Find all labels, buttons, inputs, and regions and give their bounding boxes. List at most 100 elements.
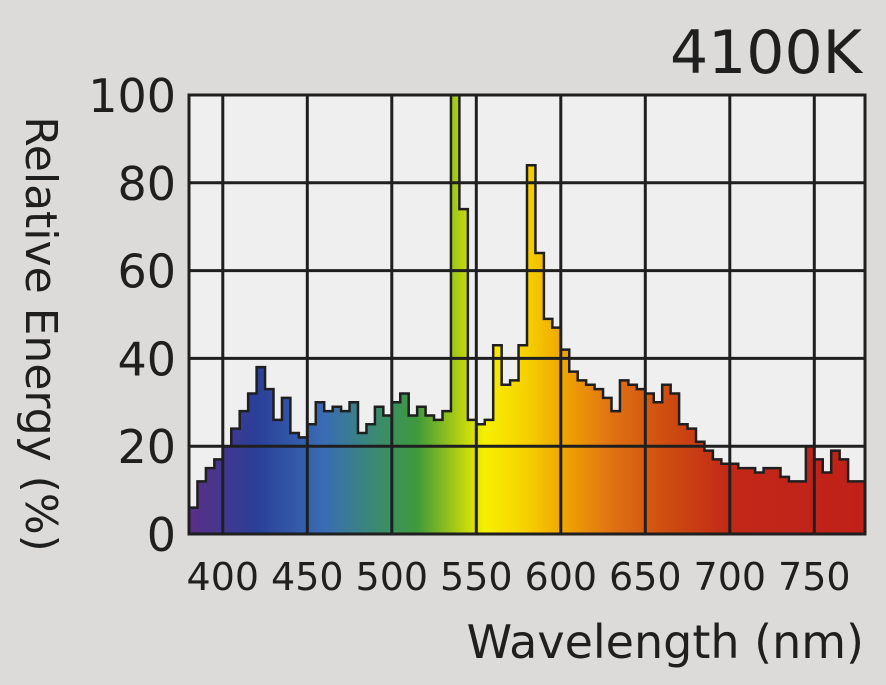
spectrum-bar [391, 402, 401, 534]
spectrum-bar [298, 437, 308, 534]
spectrum-bar [628, 384, 638, 534]
spectrum-bar [493, 345, 503, 534]
spectrum-bar [772, 468, 782, 534]
spectrum-bar [214, 459, 224, 534]
x-tick-label: 750 [778, 555, 851, 599]
spectrum-bar [780, 476, 790, 534]
y-tick-label: 80 [117, 157, 176, 211]
spectrum-bar [307, 424, 317, 534]
spectrum-bar [594, 389, 604, 534]
spectrum-bar [848, 481, 858, 534]
x-tick-label: 550 [440, 555, 513, 599]
x-tick-label: 400 [187, 555, 260, 599]
spectrum-bar [231, 428, 241, 534]
spectrum-bar [374, 406, 384, 534]
spectrum-bar [569, 371, 579, 534]
spectrum-bar [349, 402, 359, 534]
chart-title: 4100K [670, 18, 864, 88]
spectrum-bar [645, 393, 655, 534]
spectrum-bar [543, 318, 553, 534]
spectrum-bar [577, 380, 587, 534]
spectrum-bar [763, 468, 773, 534]
y-tick-label: 100 [88, 69, 176, 123]
y-axis-label: Relative Energy (%) [15, 116, 66, 552]
spectrum-series [189, 95, 865, 534]
spectrum-bar [738, 468, 748, 534]
spectrum-bar [535, 253, 545, 534]
spectrum-step-line [187, 93, 867, 534]
spectrum-bar [729, 463, 739, 534]
spectrum-bar [341, 411, 351, 534]
spectrum-bar [662, 384, 672, 534]
spectrum-bar [755, 472, 765, 534]
spectrum-bar [687, 428, 697, 534]
spectrum-bar [611, 411, 621, 534]
x-tick-label: 600 [525, 555, 598, 599]
spectrum-bar [189, 507, 199, 534]
spectrum-bar [653, 402, 663, 534]
x-tick-label: 450 [271, 555, 344, 599]
spectrum-bar [273, 419, 283, 534]
spectrum-bar [408, 415, 418, 534]
spectrum-bar [400, 393, 410, 534]
spectrum-bar [552, 327, 562, 534]
spectrum-bar [586, 384, 596, 534]
spectrum-bar [265, 389, 275, 534]
spectrum-bar [831, 450, 841, 534]
spectrum-bar [248, 393, 258, 534]
spectrum-bar [501, 384, 511, 534]
spectrum-outline [187, 93, 867, 534]
spectrum-bar [324, 411, 334, 534]
spectrum-bar [239, 411, 249, 534]
spectrum-bar [619, 380, 629, 534]
spectrum-bar [797, 481, 807, 534]
spectrum-bar [788, 481, 798, 534]
spectrum-bar [670, 393, 680, 534]
spectrum-bar [822, 472, 832, 534]
spectrum-bar [332, 406, 342, 534]
spectrum-bar [459, 209, 469, 534]
spectrum-bar [805, 446, 815, 534]
y-tick-label: 20 [117, 420, 176, 474]
spectrum-bar [425, 415, 435, 534]
spectrum-bar [839, 459, 849, 534]
y-tick-label: 0 [147, 508, 176, 562]
spectrum-bar [704, 450, 714, 534]
spectrum-bar [636, 389, 646, 534]
spectrum-bar [366, 424, 376, 534]
x-axis-label: Wavelength (nm) [467, 615, 864, 669]
spectrum-bar [256, 367, 266, 534]
spectrum-bar [290, 433, 300, 534]
spectrum-bar [560, 349, 570, 534]
spectrum-bar [856, 481, 865, 534]
spectrum-bar [434, 419, 444, 534]
plot-frame [187, 93, 867, 536]
spectrum-bar [510, 380, 520, 534]
spectrum-bar [721, 463, 731, 534]
spectrum-bar [450, 95, 460, 534]
spectrum-bar [679, 424, 689, 534]
y-tick-labels: 0 20 40 60 80 100 [88, 69, 176, 562]
spectrum-bar [442, 411, 452, 534]
spectrum-bar [358, 433, 368, 534]
spectrum-bar [746, 468, 756, 534]
spectrum-bar [417, 406, 427, 534]
x-tick-labels: 400 450 500 550 600 650 700 750 [187, 555, 851, 599]
y-tick-label: 60 [117, 245, 176, 299]
spectrum-bar [205, 468, 215, 534]
spectrum-bar [814, 459, 824, 534]
y-tick-label: 40 [117, 332, 176, 386]
spectrum-bar [315, 402, 325, 534]
spectrum-bar [281, 397, 291, 534]
spectrum-bar [712, 459, 722, 534]
spectrum-bar [222, 446, 232, 534]
spectrum-bar [197, 481, 207, 534]
spectrum-bar [527, 165, 537, 534]
spectrum-bar [603, 397, 613, 534]
x-tick-label: 700 [694, 555, 767, 599]
spectrum-bar [383, 415, 393, 534]
x-tick-label: 650 [609, 555, 682, 599]
x-tick-label: 500 [356, 555, 429, 599]
spectrum-bar [484, 419, 494, 534]
